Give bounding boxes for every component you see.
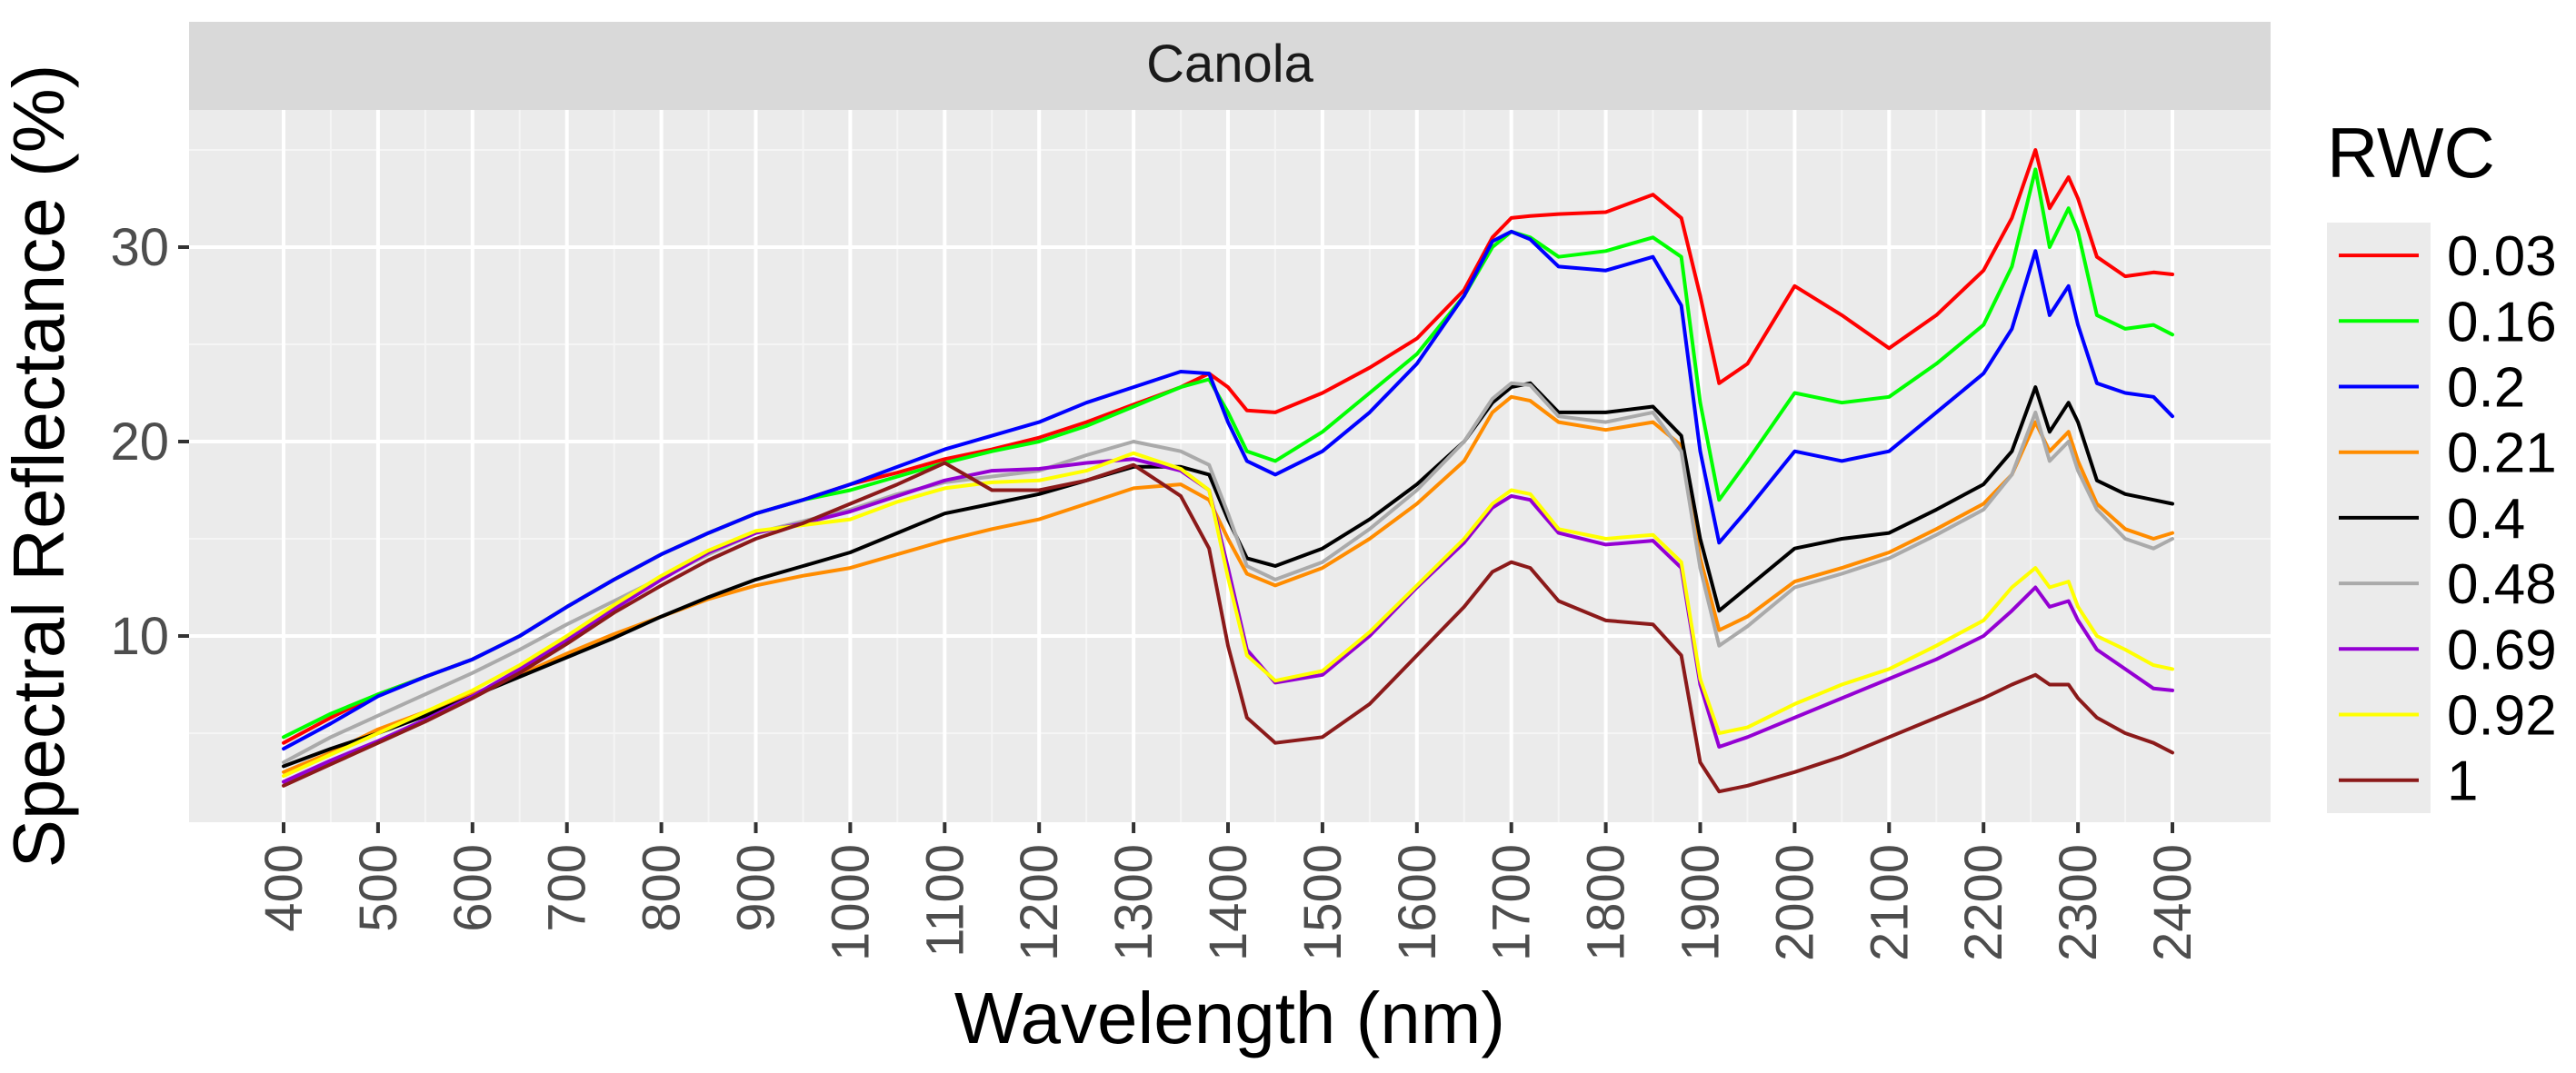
x-tick-label: 1200: [1010, 844, 1069, 961]
x-tick-label: 1800: [1577, 844, 1636, 961]
x-axis: 400 500 600 700 800 900 1000 1100 1200 1300 1400 15…: [255, 822, 2202, 961]
facet-strip: [189, 22, 2271, 110]
legend-label: 0.03: [2447, 225, 2557, 288]
y-tick-label: 20: [110, 412, 169, 472]
legend-label: 1: [2447, 750, 2478, 813]
legend-title: RWC: [2327, 113, 2495, 193]
y-axis: 10 20 30: [110, 218, 189, 666]
series-line-0-69: [282, 457, 2174, 784]
x-tick-label: 1400: [1199, 844, 1258, 961]
x-tick-label: 2300: [2049, 844, 2108, 961]
legend-label: 0.4: [2447, 488, 2525, 551]
series-line-0-92: [282, 451, 2174, 779]
legend-label: 0.92: [2447, 685, 2557, 748]
facet-label: Canola: [1146, 35, 1314, 94]
legend-label: 0.69: [2447, 619, 2557, 681]
x-tick-label: 400: [255, 844, 314, 932]
legend-label: 0.21: [2447, 422, 2557, 485]
x-tick-label: 1900: [1672, 844, 1731, 961]
x-tick-label: 1700: [1483, 844, 1542, 961]
legend-label: 0.2: [2447, 357, 2525, 420]
x-tick-label: 1000: [821, 844, 880, 961]
x-tick-label: 1500: [1293, 844, 1353, 961]
series-line-0-2: [282, 229, 2174, 751]
x-tick-label: 500: [349, 844, 408, 932]
y-axis-title: Spectral Reflectance (%): [0, 65, 79, 869]
legend: RWC 0.030.160.20.210.40.480.690.921: [2327, 113, 2557, 813]
x-tick-label: 1100: [915, 844, 974, 958]
x-tick-label: 800: [633, 844, 692, 932]
x-tick-label: 2200: [1954, 844, 2013, 961]
x-tick-label: 2100: [1860, 844, 1919, 961]
legend-label: 0.48: [2447, 553, 2557, 616]
y-tick-label: 10: [110, 607, 169, 666]
series-line-1: [282, 461, 2174, 794]
x-tick-label: 600: [444, 844, 503, 932]
x-tick-label: 1300: [1104, 844, 1163, 961]
series-lines: [282, 148, 2174, 794]
legend-label: 0.16: [2447, 291, 2557, 353]
x-tick-label: 2000: [1765, 844, 1824, 961]
x-tick-label: 900: [727, 844, 786, 932]
x-tick-label: 2400: [2143, 844, 2202, 961]
series-line-0-4: [282, 381, 2174, 769]
x-axis-title: Wavelength (nm): [954, 978, 1505, 1058]
x-tick-label: 700: [538, 844, 597, 932]
y-tick-label: 30: [110, 218, 169, 277]
x-tick-label: 1600: [1388, 844, 1447, 961]
